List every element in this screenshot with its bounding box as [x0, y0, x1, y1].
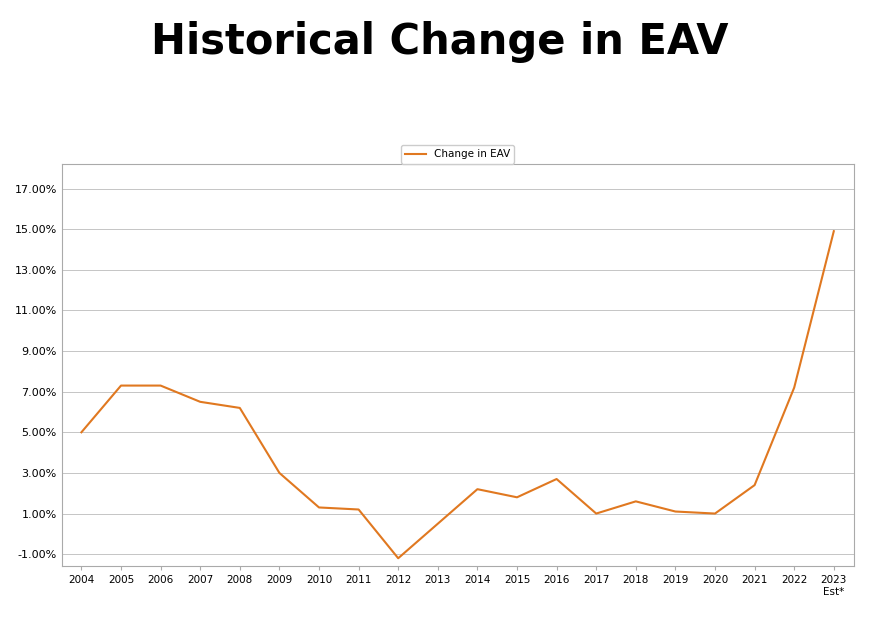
Change in EAV: [473, 485, 483, 493]
Change in EAV: [552, 476, 562, 483]
Change in EAV: [829, 228, 840, 235]
Change in EAV: [433, 520, 444, 528]
Change in EAV: [709, 510, 720, 517]
Change in EAV: [750, 481, 760, 489]
Change in EAV: [313, 503, 324, 511]
Change in EAV: [156, 382, 166, 389]
Text: Historical Change in EAV: Historical Change in EAV: [151, 21, 729, 63]
Change in EAV: [77, 428, 87, 436]
Change in EAV: [115, 382, 127, 389]
Change in EAV: [354, 506, 364, 513]
Change in EAV: [631, 498, 642, 505]
Line: Change in EAV: Change in EAV: [82, 231, 834, 558]
Change in EAV: [194, 398, 205, 405]
Change in EAV: [512, 494, 523, 501]
Change in EAV: [590, 510, 601, 517]
Change in EAV: [392, 554, 403, 562]
Change in EAV: [671, 508, 681, 515]
Legend: Change in EAV: Change in EAV: [400, 145, 515, 164]
Change in EAV: [235, 404, 246, 412]
Change in EAV: [275, 469, 285, 477]
Change in EAV: [788, 384, 799, 391]
